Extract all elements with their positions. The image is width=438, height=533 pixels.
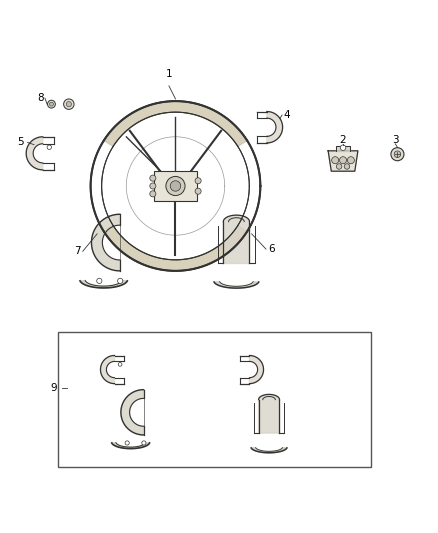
Circle shape (150, 183, 156, 189)
Polygon shape (328, 151, 358, 171)
Text: 5: 5 (18, 138, 24, 148)
Circle shape (170, 181, 181, 191)
Polygon shape (336, 146, 350, 151)
Text: 2: 2 (340, 135, 346, 146)
Circle shape (142, 441, 146, 445)
Circle shape (336, 164, 342, 169)
Circle shape (97, 278, 102, 284)
Polygon shape (104, 101, 247, 147)
Polygon shape (258, 394, 279, 433)
Circle shape (347, 157, 354, 164)
Polygon shape (112, 443, 149, 449)
Polygon shape (267, 111, 283, 143)
Polygon shape (104, 225, 247, 271)
Circle shape (49, 102, 53, 106)
Text: 4: 4 (283, 110, 290, 120)
Bar (58, 332, 371, 467)
Circle shape (125, 441, 129, 445)
Circle shape (195, 188, 201, 194)
Polygon shape (223, 215, 250, 263)
Circle shape (118, 362, 122, 366)
Text: 9: 9 (50, 383, 57, 393)
Circle shape (340, 145, 346, 150)
Circle shape (195, 177, 201, 184)
Circle shape (47, 100, 55, 108)
Circle shape (344, 164, 350, 169)
Circle shape (166, 176, 185, 196)
Circle shape (47, 145, 51, 149)
Text: 1: 1 (166, 69, 172, 79)
Circle shape (332, 157, 339, 164)
Text: 6: 6 (268, 244, 275, 254)
Circle shape (339, 157, 346, 164)
Circle shape (391, 148, 404, 161)
Polygon shape (251, 448, 287, 453)
Text: 3: 3 (392, 135, 399, 146)
Circle shape (150, 175, 156, 181)
Circle shape (66, 102, 71, 107)
Polygon shape (250, 356, 264, 384)
Circle shape (394, 151, 401, 157)
Polygon shape (214, 282, 259, 288)
Polygon shape (121, 390, 144, 435)
Circle shape (64, 99, 74, 109)
Polygon shape (80, 280, 127, 288)
Text: 8: 8 (37, 93, 44, 103)
Circle shape (150, 191, 156, 197)
Bar (154, 171, 197, 201)
Polygon shape (26, 137, 43, 170)
Text: 7: 7 (74, 246, 81, 256)
Circle shape (117, 278, 123, 284)
Polygon shape (92, 214, 120, 271)
Polygon shape (100, 356, 115, 384)
